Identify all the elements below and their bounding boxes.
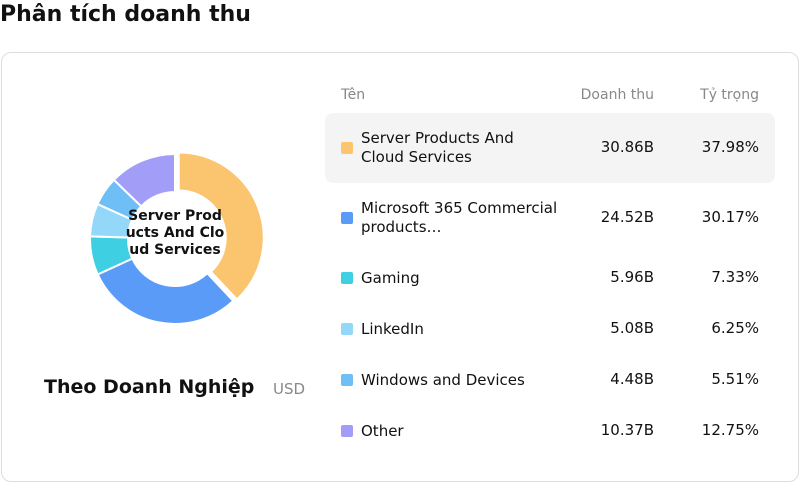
- legend-swatch: [341, 374, 353, 386]
- row-revenue: 30.86B: [600, 138, 654, 156]
- page-title: Phân tích doanh thu: [0, 2, 251, 27]
- chart-title: Theo Doanh Nghiệp: [44, 376, 255, 398]
- row-revenue: 5.96B: [610, 268, 654, 286]
- row-share: 5.51%: [711, 370, 759, 388]
- header-revenue: Doanh thu: [580, 87, 654, 103]
- row-revenue: 5.08B: [610, 319, 654, 337]
- legend-swatch: [341, 323, 353, 335]
- row-name: Microsoft 365 Commercial products…: [361, 199, 558, 236]
- legend-swatch: [341, 212, 353, 224]
- row-name: Server Products And Cloud Services: [361, 129, 514, 166]
- header-share: Tỷ trọng: [700, 87, 759, 103]
- unit-label: USD: [273, 380, 306, 398]
- row-revenue: 10.37B: [600, 421, 654, 439]
- donut-slice: [96, 257, 235, 325]
- row-name: Windows and Devices: [361, 370, 525, 389]
- row-share: 12.75%: [701, 421, 759, 439]
- donut-slice: [112, 152, 176, 208]
- row-highlight: [325, 113, 775, 183]
- row-name: LinkedIn: [361, 319, 424, 338]
- row-share: 37.98%: [701, 138, 759, 156]
- row-share: 7.33%: [711, 268, 759, 286]
- legend-swatch: [341, 272, 353, 284]
- row-share: 30.17%: [701, 208, 759, 226]
- legend-swatch: [341, 425, 353, 437]
- donut-center-label: Server Products And Cloud Services: [125, 208, 225, 258]
- row-revenue: 4.48B: [610, 370, 654, 388]
- donut-slice: [177, 151, 265, 301]
- row-name: Other: [361, 421, 404, 440]
- legend-swatch: [341, 142, 353, 154]
- row-revenue: 24.52B: [600, 208, 654, 226]
- row-share: 6.25%: [711, 319, 759, 337]
- row-name: Gaming: [361, 268, 420, 287]
- header-name: Tên: [341, 87, 366, 103]
